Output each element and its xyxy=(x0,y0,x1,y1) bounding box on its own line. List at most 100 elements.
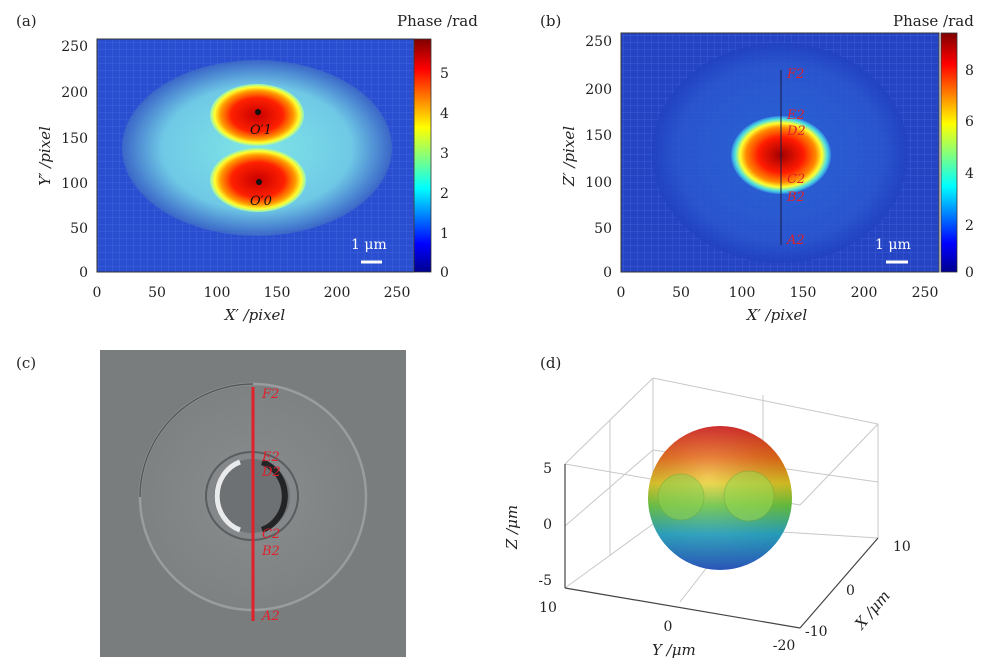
panel-b-point-a2: A2 xyxy=(786,233,805,248)
panel-a-ytick-4: 200 xyxy=(61,85,88,101)
panel-a-colorbar-ticks: 0 1 2 3 4 5 xyxy=(440,66,449,281)
panel-c-point-c2: C2 xyxy=(262,527,280,542)
panel-c-point-f2: F2 xyxy=(261,387,279,402)
panel-a-xtick-5: 250 xyxy=(384,285,411,301)
panel-d-ytick-0: 10 xyxy=(539,600,557,616)
panel-c-outer-ring-shadow xyxy=(139,383,254,498)
panel-b-ytick-0: 0 xyxy=(603,265,612,281)
panel-b-ytick-5: 250 xyxy=(585,34,612,50)
panel-b-x-ticks: 0 50 100 150 200 250 xyxy=(617,285,939,301)
panel-b-xtick-0: 0 xyxy=(617,285,626,301)
panel-d-y-ticks: 10 0 -20 xyxy=(539,600,795,654)
panel-a-scalebar-label: 1 μm xyxy=(351,237,387,253)
panel-b-xtick-5: 250 xyxy=(912,285,939,301)
panel-c-inner-shadow xyxy=(260,459,288,533)
panel-b-point-c2: C2 xyxy=(787,172,805,187)
panel-a-cbtick-4: 4 xyxy=(440,106,449,122)
panel-a-cbtick-3: 3 xyxy=(440,146,449,162)
panel-c-point-b2: B2 xyxy=(261,544,280,559)
panel-d-xlabel: X /μm xyxy=(851,587,894,633)
panel-b-point-d2: D2 xyxy=(786,124,806,139)
panel-a-xtick-2: 100 xyxy=(204,285,231,301)
panel-b-colorbar xyxy=(940,32,958,273)
panel-d-inner-sphere-right xyxy=(723,470,775,522)
panel-a-point-o0-marker xyxy=(256,179,262,185)
panel-b-ytick-4: 200 xyxy=(585,82,612,98)
panel-a-y-ticks: 0 50 100 150 200 250 xyxy=(61,39,88,281)
panel-c-point-a2: A2 xyxy=(261,609,280,624)
panel-c-point-d2: D2 xyxy=(261,465,281,480)
panel-d-xtick-2: -10 xyxy=(805,624,828,640)
panel-a-ytick-2: 100 xyxy=(61,176,88,192)
panel-b-colorbar-title: Phase /rad xyxy=(893,12,974,30)
panel-c-inner-highlight xyxy=(214,459,241,533)
panel-b-xtick-3: 150 xyxy=(790,285,817,301)
panel-b-ytick-3: 150 xyxy=(585,128,612,144)
panel-b-cbtick-4: 8 xyxy=(965,63,974,79)
panel-a-x-ticks: 0 50 100 150 200 250 xyxy=(93,285,411,301)
panel-b-point-b2: B2 xyxy=(786,190,805,205)
panel-a-tag: (a) xyxy=(16,12,37,30)
panel-a-ytick-3: 150 xyxy=(61,131,88,147)
panel-c-point-e2: E2 xyxy=(261,450,280,465)
panel-a-ytick-1: 50 xyxy=(70,221,88,237)
panel-a-halo xyxy=(122,60,392,236)
panel-a-point-o0-label: O′0 xyxy=(250,194,272,209)
panel-a-ytick-0: 0 xyxy=(79,265,88,281)
panel-a: (a) O′1 O′0 1 μm 0 50 100 150 200 250 0 … xyxy=(16,12,478,324)
panel-d-zlabel: Z /μm xyxy=(503,505,521,550)
panel-d-ztick-1: 0 xyxy=(543,517,552,533)
panel-b-xtick-1: 50 xyxy=(672,285,690,301)
panel-b-xlabel: X′ /pixel xyxy=(746,306,808,324)
panel-a-cbtick-1: 1 xyxy=(440,226,449,242)
panel-d-tag: (d) xyxy=(540,354,561,372)
panel-d-front-axes xyxy=(564,464,879,629)
panel-a-xtick-1: 50 xyxy=(148,285,166,301)
panel-b-point-f2: F2 xyxy=(786,67,804,82)
panel-a-xlabel: X′ /pixel xyxy=(224,306,286,324)
panel-b-tag: (b) xyxy=(540,12,561,30)
panel-d-ztick-0: 5 xyxy=(543,461,552,477)
panel-b-cbtick-0: 0 xyxy=(965,265,974,281)
panel-b-cbtick-1: 2 xyxy=(965,218,974,234)
panel-a-cbtick-0: 0 xyxy=(440,265,449,281)
panel-b-scalebar-label: 1 μm xyxy=(875,237,911,253)
panel-a-cbtick-5: 5 xyxy=(440,66,449,82)
panel-d-x-ticks: 10 0 -10 xyxy=(805,539,911,640)
panel-a-xtick-3: 150 xyxy=(264,285,291,301)
panel-d-ztick-2: -5 xyxy=(538,573,552,589)
panel-d-ytick-1: 0 xyxy=(664,619,673,635)
panel-c-tag: (c) xyxy=(16,354,36,372)
panel-b-cbtick-3: 6 xyxy=(965,114,974,130)
panel-a-point-o1-label: O′1 xyxy=(250,123,272,138)
panel-c: (c) F2 E2 D2 C2 B2 A2 xyxy=(16,350,406,657)
panel-b-axes-frame xyxy=(620,32,940,273)
panel-d-ytick-2: -20 xyxy=(773,638,796,654)
panel-d-xtick-1: 0 xyxy=(846,583,855,599)
panel-a-colorbar xyxy=(413,38,432,273)
panel-b-ylabel: Z′ /pixel xyxy=(560,126,578,187)
panel-b-cbtick-2: 4 xyxy=(965,166,974,182)
panel-b-xtick-4: 200 xyxy=(851,285,878,301)
panel-d-ylabel: Y /μm xyxy=(652,641,696,659)
panel-b-ytick-1: 50 xyxy=(594,221,612,237)
panel-a-ytick-5: 250 xyxy=(61,39,88,55)
panel-b-y-ticks: 0 50 100 150 200 250 xyxy=(585,34,612,281)
panel-a-colorbar-title: Phase /rad xyxy=(397,12,478,30)
panel-d: (d) 5 0 xyxy=(503,354,911,659)
panel-b-colorbar-ticks: 0 2 4 6 8 xyxy=(965,63,974,281)
panel-a-xtick-0: 0 xyxy=(93,285,102,301)
panel-d-xtick-0: 10 xyxy=(893,539,911,555)
panel-a-point-o1-marker xyxy=(255,109,261,115)
panel-b: (b) F2 E2 D2 C2 B2 A2 1 μm 0 50 100 150 … xyxy=(540,12,974,324)
panel-c-point-labels: F2 E2 D2 C2 B2 A2 xyxy=(261,387,281,624)
panel-d-sphere-shading xyxy=(648,426,792,570)
panel-d-z-ticks: 5 0 -5 xyxy=(538,461,552,589)
panel-a-ylabel: Y′ /pixel xyxy=(36,126,54,186)
panel-b-ytick-2: 100 xyxy=(585,175,612,191)
panel-b-point-labels: F2 E2 D2 C2 B2 A2 xyxy=(786,67,806,248)
panel-a-xtick-4: 200 xyxy=(324,285,351,301)
panel-a-cbtick-2: 2 xyxy=(440,186,449,202)
